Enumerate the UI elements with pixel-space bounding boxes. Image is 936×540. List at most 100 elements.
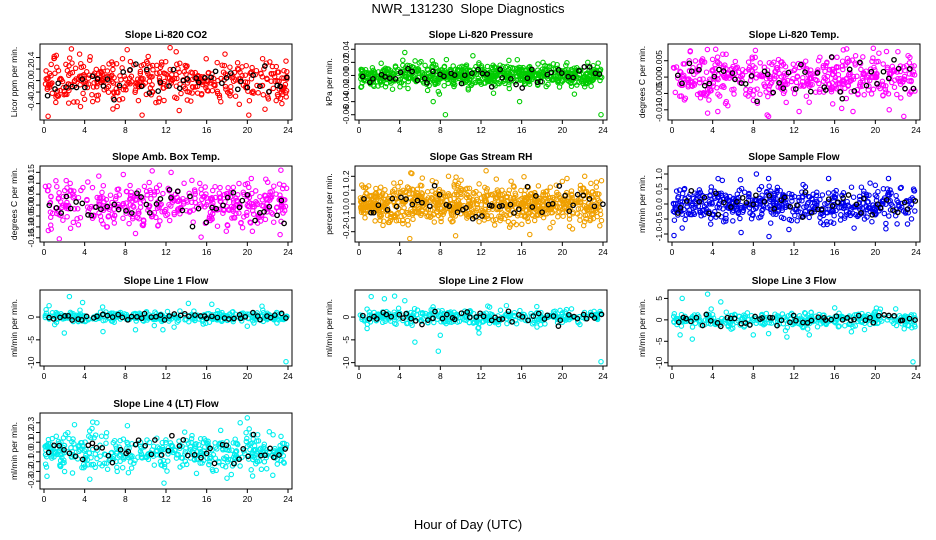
- data-point: [804, 80, 811, 86]
- data-point: [160, 190, 166, 197]
- x-tick-label: 0: [357, 125, 362, 135]
- data-point: [678, 69, 684, 75]
- data-point: [506, 85, 513, 92]
- data-point: [829, 80, 836, 86]
- outlier-point: [46, 302, 52, 309]
- panel-title: Slope Line 2 Flow: [439, 276, 524, 287]
- data-point: [372, 70, 378, 77]
- black-data-point: [781, 194, 788, 201]
- data-point: [490, 90, 497, 96]
- data-point: [155, 222, 161, 229]
- data-point: [537, 321, 544, 328]
- black-data-point: [596, 71, 603, 77]
- y-axis-label: ml/min per min.: [637, 299, 647, 357]
- y-tick-label: 0.1: [341, 184, 351, 196]
- data-point: [563, 317, 569, 323]
- y-tick-label: 0: [341, 314, 351, 319]
- black-data-point: [202, 75, 208, 81]
- data-point: [223, 228, 230, 234]
- black-data-point: [238, 78, 244, 85]
- x-tick-label: 12: [161, 247, 171, 257]
- data-point: [475, 324, 482, 331]
- black-data-point: [701, 194, 708, 201]
- data-point: [273, 63, 280, 70]
- x-tick-label: 24: [283, 371, 293, 381]
- data-point: [745, 59, 752, 65]
- data-point: [77, 307, 83, 313]
- data-point: [858, 184, 865, 190]
- data-point: [706, 201, 713, 207]
- black-data-point: [89, 73, 96, 80]
- data-point: [387, 213, 394, 220]
- data-point: [830, 220, 837, 226]
- black-data-point: [361, 196, 367, 202]
- data-point: [840, 78, 847, 84]
- y-tick-label: 1.0: [654, 168, 664, 180]
- data-point: [436, 186, 443, 193]
- data-point: [259, 74, 266, 80]
- black-data-point: [885, 75, 892, 82]
- data-point: [824, 73, 831, 80]
- data-point: [510, 195, 516, 201]
- data-point: [910, 186, 917, 192]
- data-point: [897, 185, 904, 191]
- x-tick-label: 0: [42, 371, 47, 381]
- black-data-point: [499, 316, 506, 322]
- data-point: [161, 208, 168, 215]
- data-point: [66, 192, 73, 199]
- black-data-point: [706, 210, 712, 217]
- data-point: [156, 95, 162, 102]
- y-tick-label: -0.5: [654, 211, 664, 226]
- black-data-point: [65, 312, 72, 319]
- data-point: [135, 97, 142, 104]
- black-data-point: [868, 68, 875, 75]
- data-point: [759, 192, 765, 198]
- points-group: [42, 167, 290, 241]
- data-point: [582, 80, 589, 87]
- data-point: [165, 185, 171, 192]
- data-point: [166, 217, 173, 224]
- black-data-point: [186, 313, 192, 320]
- data-point: [716, 93, 723, 99]
- data-point: [763, 89, 769, 95]
- data-point: [214, 59, 220, 66]
- data-point: [844, 211, 850, 218]
- data-point: [268, 209, 275, 216]
- data-point: [378, 314, 385, 320]
- data-point: [791, 193, 798, 200]
- black-data-point: [535, 310, 542, 317]
- outlier-point: [56, 236, 63, 241]
- data-point: [496, 80, 502, 87]
- data-point: [886, 213, 892, 219]
- data-point: [529, 321, 536, 327]
- data-point: [220, 210, 226, 216]
- data-point: [432, 75, 438, 81]
- points-group: [670, 171, 919, 240]
- black-data-point: [863, 82, 870, 89]
- data-point: [277, 231, 283, 238]
- data-point: [44, 187, 51, 194]
- data-point: [241, 214, 247, 220]
- data-point: [768, 209, 775, 215]
- data-point: [235, 66, 242, 73]
- black-data-point: [94, 76, 101, 82]
- data-point: [703, 69, 710, 75]
- black-data-point: [168, 194, 174, 201]
- data-point: [715, 60, 721, 66]
- data-point: [748, 312, 755, 319]
- data-point: [373, 185, 379, 192]
- data-point: [764, 112, 770, 118]
- outlier-point: [901, 113, 907, 119]
- data-point: [888, 190, 894, 196]
- black-data-point: [63, 84, 69, 90]
- black-data-point: [157, 196, 164, 202]
- outlier-point: [132, 327, 139, 333]
- data-point: [246, 200, 253, 206]
- data-point: [53, 309, 59, 316]
- data-point: [281, 67, 287, 74]
- x-tick-label: 20: [558, 371, 568, 381]
- outlier-point: [283, 358, 289, 365]
- black-data-point: [446, 203, 453, 209]
- data-point: [675, 193, 682, 200]
- data-point: [485, 303, 491, 309]
